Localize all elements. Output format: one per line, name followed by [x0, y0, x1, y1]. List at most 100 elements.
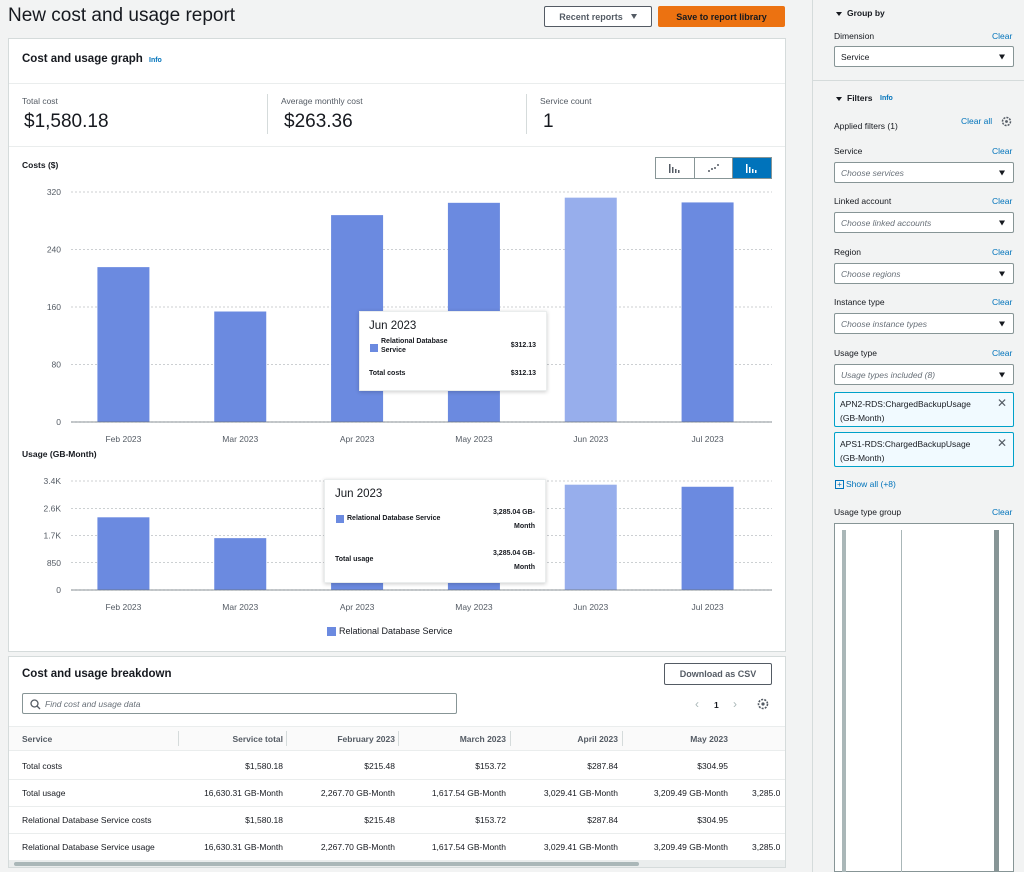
service-clear-link[interactable]: Clear [992, 146, 1013, 156]
divider [9, 146, 785, 147]
table-cell: 3,285.0 [752, 842, 781, 852]
table-cell: Relational Database Service costs [22, 815, 152, 825]
bar-jun-2023[interactable] [564, 484, 617, 590]
instance-type-label: Instance type [834, 297, 885, 307]
filters-label: Filters [847, 93, 873, 103]
region-select[interactable]: Choose regions [834, 263, 1014, 284]
tooltip-service: Relational Database Service [381, 338, 448, 354]
region-clear-link[interactable]: Clear [992, 247, 1013, 257]
y-tick-label: 3.4K [44, 476, 62, 486]
settings-gear-icon[interactable] [757, 698, 769, 710]
table-cell: $304.95 [697, 815, 728, 825]
applied-filters-label: Applied filters (1) [834, 121, 898, 131]
table-cell: 3,209.49 GB-Month [653, 788, 728, 798]
plus-box-icon: + [835, 479, 844, 489]
usage-type-clear-link[interactable]: Clear [992, 348, 1013, 358]
caret-down-icon [999, 321, 1005, 326]
instance-type-clear-link[interactable]: Clear [992, 297, 1013, 307]
line-chart-icon[interactable] [695, 158, 734, 178]
instance-type-placeholder: Choose instance types [841, 318, 927, 329]
y-tick-label: 850 [47, 558, 61, 568]
table-header [9, 726, 785, 751]
usage-type-select[interactable]: Usage types included (8) [834, 364, 1014, 385]
instance-type-select[interactable]: Choose instance types [834, 313, 1014, 334]
caret-down-icon [630, 14, 637, 19]
stacked-bar-chart-icon[interactable] [733, 158, 772, 178]
usage-type-group-clear-link[interactable]: Clear [992, 507, 1013, 517]
filters-toggle[interactable]: Filters [836, 93, 873, 103]
usage-axis-title: Usage (GB-Month) [22, 449, 97, 459]
table-cell: $1,580.18 [245, 761, 283, 771]
bar-chart-icon[interactable] [656, 158, 695, 178]
next-page-icon[interactable]: › [733, 697, 737, 711]
table-cell: Total costs [22, 761, 63, 771]
tooltip-total-value: $312.13 [510, 370, 536, 377]
page-number[interactable]: 1 [714, 700, 719, 710]
bar-jun-2023[interactable] [564, 197, 617, 422]
bar-jul-2023[interactable] [681, 202, 734, 422]
caret-down-icon [999, 271, 1005, 276]
column-header: April 2023 [577, 734, 618, 744]
service-count-value: 1 [543, 111, 554, 132]
column-separator[interactable] [510, 731, 511, 746]
column-separator[interactable] [622, 731, 623, 746]
filter-token: APN2-RDS:ChargedBackupUsage (GB-Month) ✕ [834, 392, 1014, 427]
show-all-link[interactable]: + Show all (+8) [835, 479, 896, 489]
bar-jul-2023[interactable] [681, 486, 734, 590]
caret-down-icon [999, 220, 1005, 225]
y-tick-label: 0 [56, 585, 61, 595]
caret-down-icon [999, 372, 1005, 377]
column-separator[interactable] [178, 731, 179, 746]
dimension-select[interactable]: Service [834, 46, 1014, 67]
x-tick-label: Mar 2023 [222, 602, 258, 612]
table-cell: $215.48 [364, 761, 395, 771]
legend-label: Relational Database Service [339, 626, 453, 636]
page-title: New cost and usage report [8, 5, 236, 26]
divider [267, 94, 268, 134]
x-tick-label: Feb 2023 [105, 434, 141, 444]
bar-mar-2023[interactable] [214, 311, 267, 422]
graph-info-link[interactable]: Info [149, 57, 162, 64]
close-icon[interactable]: ✕ [996, 436, 1007, 450]
graph-title: Cost and usage graph [22, 53, 143, 65]
close-icon[interactable]: ✕ [996, 396, 1007, 410]
dimension-clear-link[interactable]: Clear [992, 31, 1013, 41]
linked-account-clear-link[interactable]: Clear [992, 196, 1013, 206]
prev-page-icon[interactable]: ‹ [695, 697, 699, 711]
filters-info-link[interactable]: Info [880, 95, 893, 102]
table-cell: 16,630.31 GB-Month [204, 788, 283, 798]
table-scrollbar-thumb[interactable] [14, 862, 639, 866]
group-by-toggle[interactable]: Group by [836, 8, 885, 18]
y-tick-label: 160 [47, 302, 61, 312]
x-tick-label: Jun 2023 [573, 434, 608, 444]
download-csv-button[interactable]: Download as CSV [664, 663, 772, 685]
clear-all-link[interactable]: Clear all [961, 116, 993, 126]
column-header: Service total [232, 734, 283, 744]
region-label: Region [834, 247, 861, 257]
list-scrollbar-thumb[interactable] [994, 530, 999, 872]
recent-reports-button[interactable]: Recent reports [544, 6, 652, 27]
settings-gear-icon[interactable] [1001, 116, 1012, 127]
save-to-library-button[interactable]: Save to report library [658, 6, 785, 27]
bar-feb-2023[interactable] [97, 517, 150, 590]
filter-token: APS1-RDS:ChargedBackupUsage (GB-Month) ✕ [834, 432, 1014, 467]
column-separator[interactable] [398, 731, 399, 746]
search-input[interactable]: Find cost and usage data [22, 693, 457, 714]
linked-account-select[interactable]: Choose linked accounts [834, 212, 1014, 233]
panel-divider [812, 0, 813, 872]
tooltip-total-label: Total costs [369, 370, 406, 377]
divider [526, 94, 527, 134]
column-separator[interactable] [286, 731, 287, 746]
legend-swatch [327, 627, 336, 636]
bar-feb-2023[interactable] [97, 267, 150, 422]
list-scrollbar [842, 530, 846, 872]
bar-mar-2023[interactable] [214, 538, 267, 590]
legend-swatch [370, 344, 378, 352]
costs-axis-title: Costs ($) [22, 160, 59, 170]
x-tick-label: Mar 2023 [222, 434, 258, 444]
service-select[interactable]: Choose services [834, 162, 1014, 183]
usage-type-group-list[interactable] [834, 523, 1014, 872]
column-header: February 2023 [337, 734, 395, 744]
caret-down-icon [999, 170, 1005, 175]
table-row [9, 834, 785, 861]
